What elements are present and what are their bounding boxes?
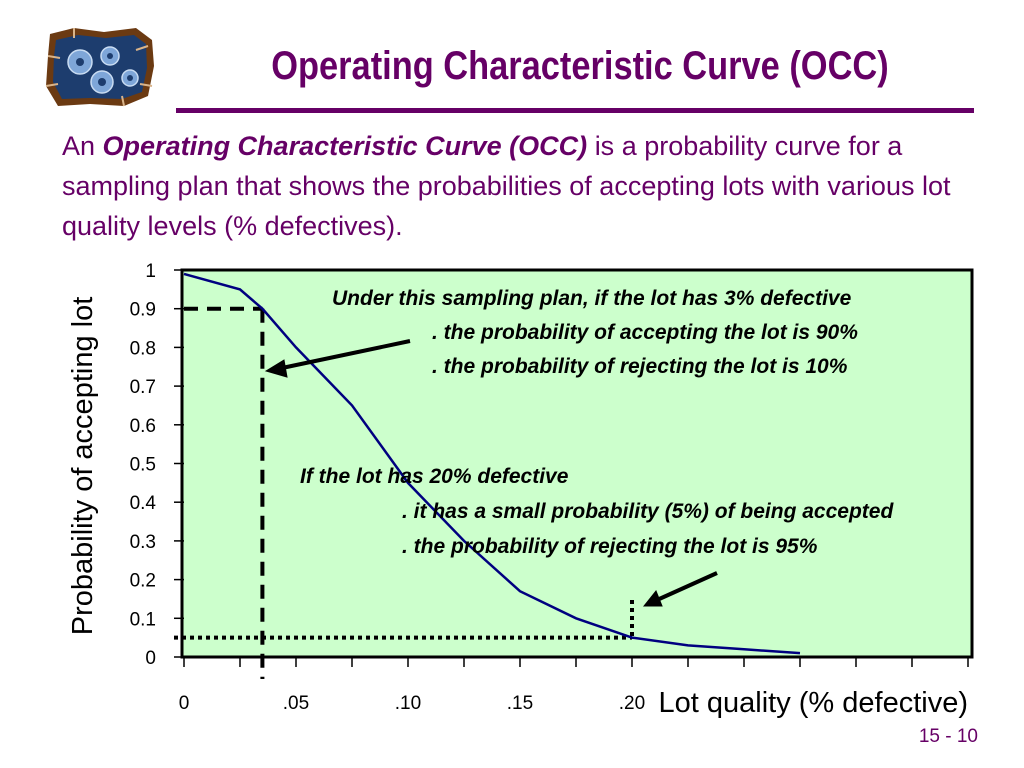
y-tick-label: 0.8 bbox=[130, 338, 156, 359]
arrow-20-percent bbox=[642, 571, 718, 607]
x-tick-label: 0 bbox=[179, 693, 190, 714]
gears-logo-icon bbox=[45, 28, 154, 107]
y-tick-label: 0.4 bbox=[130, 493, 157, 514]
annotation-2-line-1: If the lot has 20% defective bbox=[300, 465, 569, 488]
intro-prefix: An bbox=[62, 131, 96, 161]
x-tick-label: .20 bbox=[619, 693, 645, 714]
x-tick-label: .05 bbox=[283, 693, 309, 714]
occ-curve bbox=[183, 272, 801, 655]
annotation-1-line-3: . the probability of rejecting the lot i… bbox=[432, 355, 848, 378]
y-axis-ticks: 0 0.1 0.2 0.3 0.4 0.5 0.6 0.7 0.8 0.9 1 bbox=[130, 261, 184, 669]
intro-paragraph: An Operating Characteristic Curve (OCC) … bbox=[62, 126, 982, 246]
annotation-block-1: Under this sampling plan, if the lot has… bbox=[332, 287, 858, 378]
y-tick-label: 0.3 bbox=[130, 532, 156, 553]
y-tick-label: 0.6 bbox=[130, 416, 156, 437]
intro-rest: is a probability curve for a sampling pl… bbox=[62, 131, 951, 241]
y-tick-label: 0.9 bbox=[130, 300, 156, 321]
y-tick-label: 0.7 bbox=[130, 377, 156, 398]
annotation-1-line-1: Under this sampling plan, if the lot has… bbox=[332, 287, 852, 310]
y-tick-label: 0 bbox=[145, 648, 156, 669]
page-number: 15 - 10 bbox=[918, 726, 978, 747]
title-divider bbox=[176, 108, 974, 113]
reference-lines bbox=[174, 306, 634, 679]
y-tick-label: 0.1 bbox=[130, 609, 156, 630]
annotation-2-line-2: . it has a small probability (5%) of bei… bbox=[402, 500, 894, 523]
annotation-block-2: If the lot has 20% defective . it has a … bbox=[300, 465, 894, 558]
arrow-3-percent bbox=[264, 339, 411, 378]
y-tick-label: 0.5 bbox=[130, 455, 156, 476]
annotation-2-line-3: . the probability of rejecting the lot i… bbox=[402, 535, 818, 558]
y-axis-title: Probability of accepting lot bbox=[67, 297, 99, 636]
annotation-1-line-2: . the probability of accepting the lot i… bbox=[432, 321, 858, 344]
x-tick-label: .15 bbox=[507, 693, 533, 714]
x-tick-label: .10 bbox=[395, 693, 421, 714]
slide-title: Operating Characteristic Curve (OCC) bbox=[271, 44, 889, 88]
x-axis-title: Lot quality (% defective) bbox=[659, 687, 968, 719]
x-axis-ticks: 0 .05 .10 .15 .20 bbox=[179, 657, 969, 714]
y-tick-label: 1 bbox=[145, 261, 156, 282]
intro-emphasis: Operating Characteristic Curve (OCC) bbox=[102, 131, 588, 161]
plot-area bbox=[180, 268, 974, 659]
y-tick-label: 0.2 bbox=[130, 571, 156, 592]
